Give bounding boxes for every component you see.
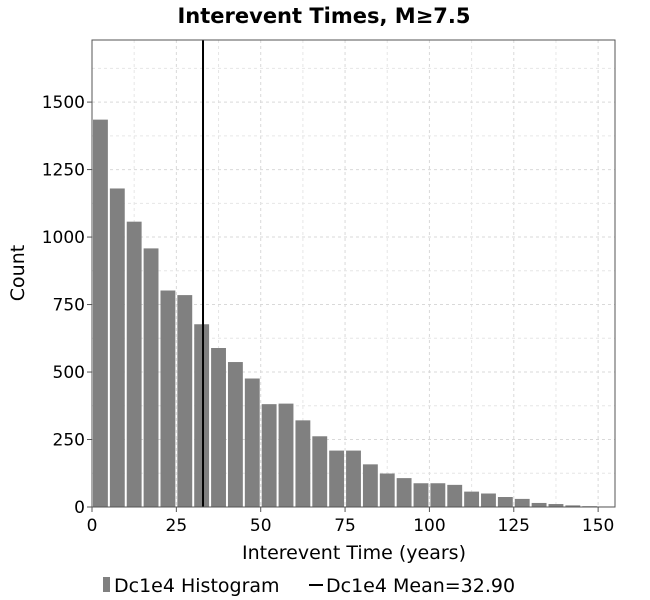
histogram-bar xyxy=(126,221,142,508)
histogram-bar xyxy=(346,450,361,507)
histogram-bar xyxy=(481,493,496,507)
histogram-bar xyxy=(531,502,547,507)
histogram-bar xyxy=(177,295,193,507)
histogram-bar xyxy=(329,450,345,507)
chart-title: Interevent Times, M≥7.5 xyxy=(177,4,470,28)
y-tick-label: 1500 xyxy=(42,93,85,113)
histogram-bar xyxy=(194,324,210,507)
y-tick-label: 250 xyxy=(53,431,85,451)
x-tick-label: 75 xyxy=(334,516,356,536)
y-tick-label: 1000 xyxy=(42,228,85,248)
x-tick-label: 0 xyxy=(87,516,98,536)
histogram-bar xyxy=(227,362,243,507)
plot-frame xyxy=(91,39,616,508)
histogram-bar xyxy=(211,348,226,507)
histogram-bar xyxy=(565,505,581,507)
y-axis-label: Count xyxy=(7,245,29,301)
histogram-bar xyxy=(312,436,328,507)
x-tick-label: 50 xyxy=(250,516,272,536)
histogram-bar xyxy=(413,483,429,507)
histogram-bars xyxy=(93,119,614,508)
histogram-bar xyxy=(93,119,108,508)
histogram-bar xyxy=(464,491,480,507)
y-axis-ticks: 0 250 500 750 1000 1250 1500 xyxy=(42,93,92,518)
x-axis-label: Interevent Time (years) xyxy=(242,542,466,564)
x-tick-label: 100 xyxy=(413,516,445,536)
legend-histogram-swatch xyxy=(103,577,110,592)
histogram-bar xyxy=(447,484,463,507)
x-tick-label: 25 xyxy=(166,516,188,536)
histogram-bar xyxy=(396,478,412,507)
legend: Dc1e4 Histogram Dc1e4 Mean=32.90 xyxy=(103,575,515,597)
histogram-bar xyxy=(379,473,395,507)
y-tick-label: 500 xyxy=(53,363,85,383)
histogram-bar xyxy=(514,498,530,507)
histogram-bar xyxy=(143,248,159,507)
histogram-bar xyxy=(548,504,564,507)
histogram-bar xyxy=(261,404,277,507)
legend-mean-label: Dc1e4 Mean=32.90 xyxy=(326,575,515,597)
histogram-bar xyxy=(497,497,513,507)
y-tick-label: 750 xyxy=(53,296,85,316)
histogram-bar xyxy=(244,378,260,507)
x-tick-label: 150 xyxy=(582,516,614,536)
histogram-bar xyxy=(362,464,378,507)
x-tick-label: 125 xyxy=(498,516,530,536)
histogram-bar xyxy=(295,420,311,507)
histogram-bar xyxy=(109,188,125,507)
histogram-bar xyxy=(160,290,176,507)
histogram-bar xyxy=(278,403,294,507)
histogram-bar xyxy=(430,483,446,507)
y-tick-label: 0 xyxy=(74,498,85,518)
legend-histogram-label: Dc1e4 Histogram xyxy=(114,575,280,597)
y-tick-label: 1250 xyxy=(42,161,85,181)
x-axis-ticks: 0 25 50 75 100 125 150 xyxy=(87,507,614,536)
